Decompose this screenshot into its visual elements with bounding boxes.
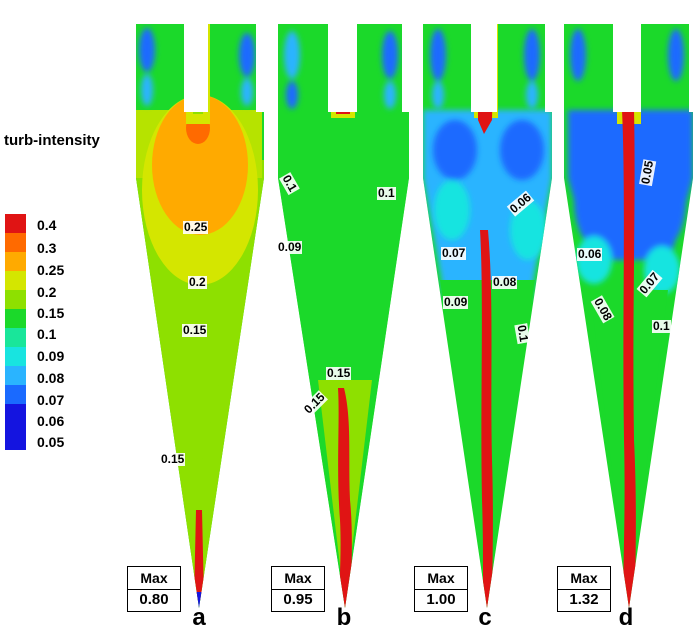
legend-swatch-8 xyxy=(5,366,26,385)
max-box-a: Max 0.80 xyxy=(127,566,181,612)
legend-label-5: 0.1 xyxy=(37,326,57,342)
legend-label-3: 0.2 xyxy=(37,284,57,300)
legend-label-4: 0.15 xyxy=(37,305,65,321)
contour-label-d-1: 0.06 xyxy=(577,247,603,261)
contour-label-c-1: 0.07 xyxy=(441,246,467,260)
legend-swatch-6 xyxy=(5,328,26,347)
max-box-title: Max xyxy=(272,567,324,590)
contour-label-b-3: 0.15 xyxy=(326,366,352,380)
max-box-value: 0.95 xyxy=(283,591,313,608)
contour-label-a-2: 0.15 xyxy=(182,323,208,337)
panel-letter-a: a xyxy=(192,604,206,631)
legend-label-1: 0.3 xyxy=(37,240,57,256)
contour-label-b-2: 0.09 xyxy=(277,240,303,254)
contour-label-c-2: 0.08 xyxy=(492,275,518,289)
legend-swatch-4 xyxy=(5,290,26,309)
contour-label-d-4: 0.1 xyxy=(652,319,671,333)
contour-label-c-4: 0.1 xyxy=(514,323,532,344)
max-box-value: 1.00 xyxy=(426,591,456,608)
panel-a-field xyxy=(136,24,264,608)
panel-letter-d: d xyxy=(618,604,634,631)
contour-label-b-1: 0.1 xyxy=(377,186,396,200)
max-box-title: Max xyxy=(558,567,610,590)
legend-swatch-7 xyxy=(5,347,26,366)
max-box-d: Max 1.32 xyxy=(557,566,611,612)
panel-letter-b: b xyxy=(336,604,352,631)
legend-label-9: 0.06 xyxy=(37,413,65,429)
legend-swatch-9 xyxy=(5,385,26,404)
legend-label-8: 0.07 xyxy=(37,392,65,408)
max-box-title: Max xyxy=(415,567,467,590)
legend-swatch-2 xyxy=(5,252,26,271)
max-box-value: 0.80 xyxy=(139,591,169,608)
legend-swatch-3 xyxy=(5,271,26,290)
panel-letter-c: c xyxy=(478,604,492,631)
max-box-b: Max 0.95 xyxy=(271,566,325,612)
legend-swatch-1 xyxy=(5,233,26,252)
contour-label-a-0: 0.25 xyxy=(183,220,209,234)
panel-b-field xyxy=(278,24,409,608)
panel-d-field xyxy=(564,24,693,608)
legend-label-0: 0.4 xyxy=(37,217,57,233)
panel-c-field xyxy=(423,24,552,608)
legend-title: turb-intensity xyxy=(4,132,100,149)
max-box-title: Max xyxy=(128,567,180,590)
legend-label-6: 0.09 xyxy=(37,348,65,364)
legend-swatch-5 xyxy=(5,309,26,328)
max-box-value: 1.32 xyxy=(569,591,599,608)
contour-label-a-1: 0.2 xyxy=(188,275,207,289)
max-box-c: Max 1.00 xyxy=(414,566,468,612)
contour-label-a-3: 0.15 xyxy=(160,452,186,466)
legend-swatch-10 xyxy=(5,404,26,450)
contour-label-c-3: 0.09 xyxy=(443,295,469,309)
legend-label-10: 0.05 xyxy=(37,434,65,450)
legend-swatch-0 xyxy=(5,214,26,233)
legend-label-2: 0.25 xyxy=(37,262,65,278)
legend-label-7: 0.08 xyxy=(37,370,65,386)
